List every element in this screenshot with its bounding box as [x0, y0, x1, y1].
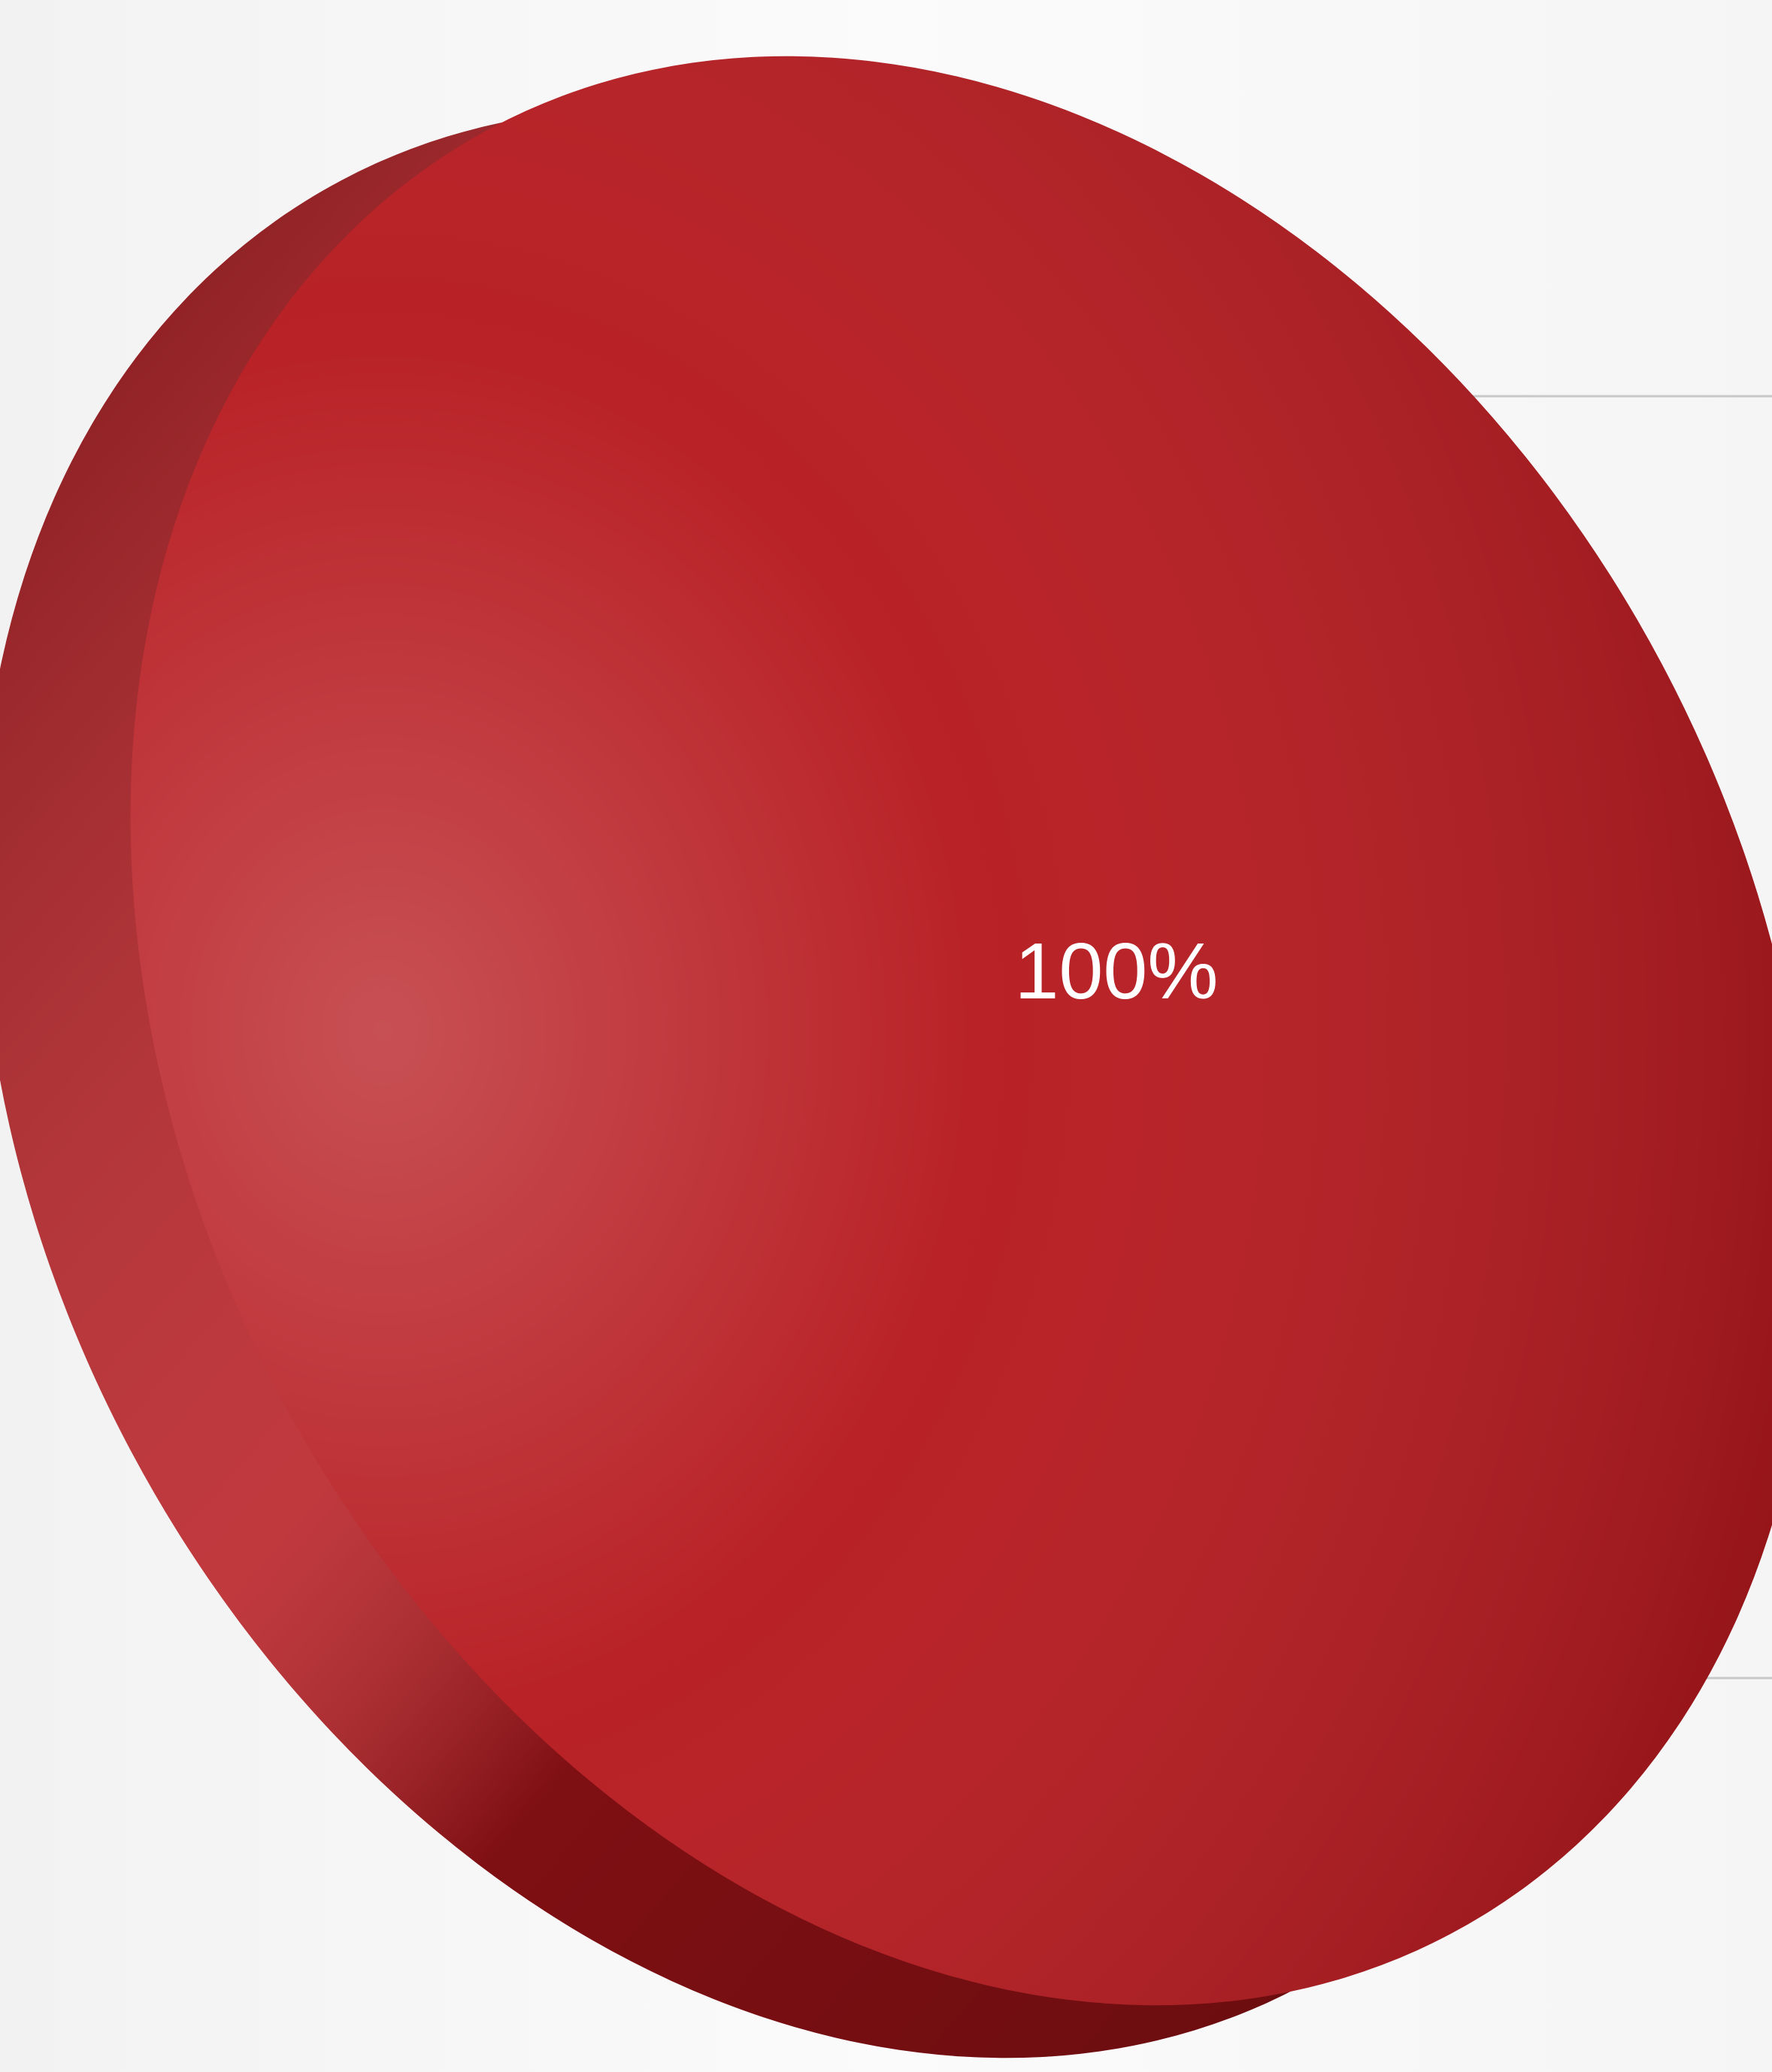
value-label: 100%	[1014, 927, 1218, 1016]
pie-slice-shade	[130, 56, 1772, 2006]
pie: 100%	[0, 56, 1772, 2058]
